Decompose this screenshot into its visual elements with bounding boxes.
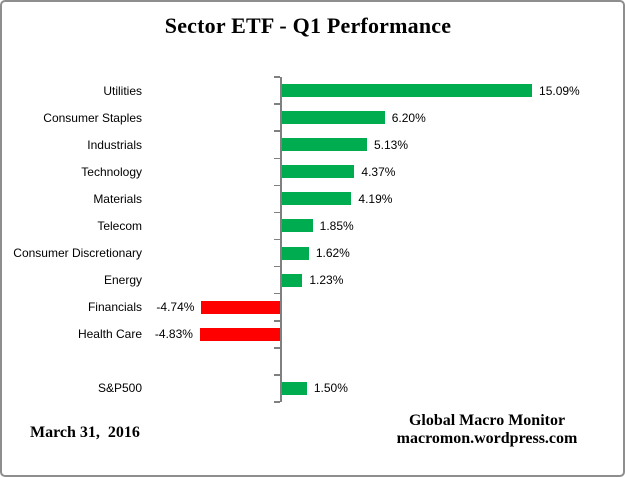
bar-telecom xyxy=(282,219,313,233)
value-label-consumer-discretionary: 1.62% xyxy=(315,246,350,261)
bar-s-p500 xyxy=(282,381,307,395)
bar-industrials xyxy=(282,138,367,152)
bar-health-care xyxy=(199,327,280,341)
category-label-telecom: Telecom xyxy=(97,218,142,233)
axis-tick xyxy=(274,157,280,159)
value-label-health-care: -4.83% xyxy=(154,327,193,342)
value-label-utilities: 15.09% xyxy=(539,83,580,98)
category-label-industrials: Industrials xyxy=(87,137,142,152)
chart-title: Sector ETF - Q1 Performance xyxy=(164,13,452,38)
bar-materials xyxy=(282,192,352,206)
axis-tick xyxy=(274,320,280,322)
value-label-telecom: 1.85% xyxy=(319,218,354,233)
category-label-energy: Energy xyxy=(103,273,142,288)
axis-tick xyxy=(274,76,280,78)
axis-tick xyxy=(274,211,280,214)
category-label-s-p500: S&P500 xyxy=(97,381,142,396)
value-label-materials: 4.19% xyxy=(358,191,393,206)
axis-tick xyxy=(274,103,280,105)
attribution-name: Global Macro Monitor xyxy=(408,412,566,429)
value-label-financials: -4.74% xyxy=(156,300,195,315)
attribution-url: macromon.wordpress.com xyxy=(396,429,578,447)
bar-energy xyxy=(282,273,303,287)
value-label-technology: 4.37% xyxy=(361,164,396,179)
category-label-financials: Financials xyxy=(87,300,142,315)
attribution-block: Global Macro Monitor macromon.wordpress.… xyxy=(380,412,594,448)
axis-tick xyxy=(274,292,280,295)
axis-tick xyxy=(274,374,280,376)
category-label-consumer-staples: Consumer Staples xyxy=(43,110,142,125)
bar-consumer-discretionary xyxy=(282,246,309,260)
axis-tick xyxy=(274,130,280,132)
category-label-consumer-discretionary: Consumer Discretionary xyxy=(13,246,142,261)
category-label-materials: Materials xyxy=(93,191,142,206)
axis-tick xyxy=(274,347,280,349)
category-label-utilities: Utilities xyxy=(103,83,142,98)
axis-tick xyxy=(274,265,280,268)
bar-utilities xyxy=(282,84,533,98)
bar-technology xyxy=(282,165,355,179)
axis-tick xyxy=(274,238,280,241)
date-label: March 31, 2016 xyxy=(30,424,140,441)
category-axis-line xyxy=(280,77,282,402)
value-label-consumer-staples: 6.20% xyxy=(391,110,426,125)
axis-tick xyxy=(274,184,280,187)
bar-financials xyxy=(201,300,280,314)
category-label-health-care: Health Care xyxy=(77,327,142,342)
value-label-energy: 1.23% xyxy=(309,273,344,288)
bar-consumer-staples xyxy=(282,111,385,125)
axis-tick xyxy=(274,401,280,403)
category-label-technology: Technology xyxy=(81,164,142,179)
value-label-industrials: 5.13% xyxy=(374,137,409,152)
value-label-s-p500: 1.50% xyxy=(313,381,348,396)
